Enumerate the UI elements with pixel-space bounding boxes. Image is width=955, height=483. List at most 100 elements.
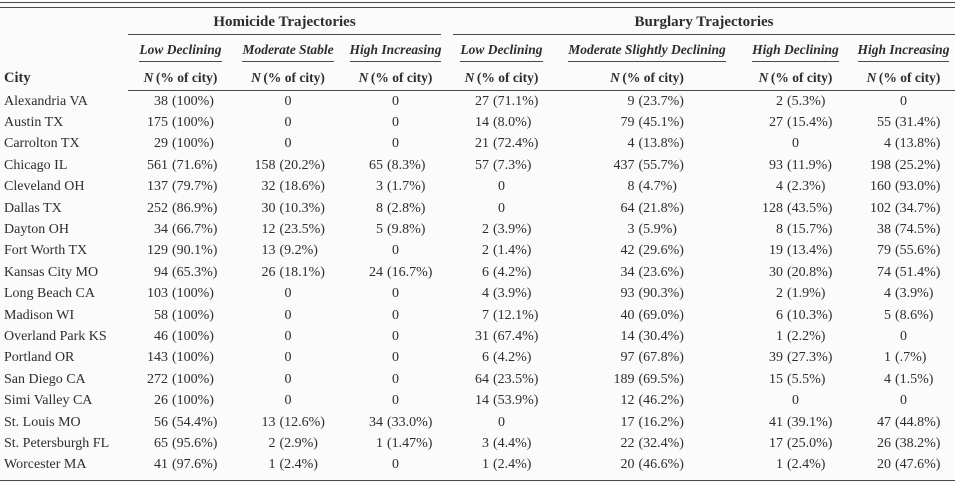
value-cell-homicide-moderate-stable: 0 — [284, 115, 292, 131]
col-burglary-high-increasing: High Increasing — [852, 35, 955, 62]
city-name: Fort Worth TX — [4, 243, 88, 259]
value-cell-burglary-high-declining: 93 (11.9%) — [769, 157, 832, 173]
value-cell-burglary-low-declining: 7 (12.1%) — [482, 307, 539, 323]
city-name: Madison WI — [4, 307, 75, 323]
city-name: Chicago IL — [4, 157, 68, 173]
value-cell-burglary-moderate-slightly-declining: 12 (46.2%) — [620, 393, 684, 409]
value-cell-burglary-high-declining: 17 (25.0%) — [769, 435, 833, 451]
value-cell-burglary-high-increasing: 160 (93.0%) — [870, 179, 941, 195]
value-cell-homicide-high-increasing: 65 (8.3%) — [369, 157, 426, 173]
value-cell-homicide-moderate-stable: 0 — [284, 136, 292, 152]
value-cell-homicide-high-increasing: 0 — [392, 286, 399, 302]
measure-header-row: City N (% of city) N (% of city) N (% of ci… — [0, 62, 955, 91]
city-name: Simi Valley CA — [4, 393, 93, 409]
value-cell-burglary-high-increasing: 4 (3.9%) — [884, 286, 934, 302]
value-cell-burglary-moderate-slightly-declining: 64 (21.8%) — [620, 200, 684, 216]
value-cell-homicide-moderate-stable: 12 (23.5%) — [261, 222, 325, 238]
value-cell-homicide-low-declining: 58 (100%) — [154, 307, 214, 323]
value-cell-homicide-moderate-stable: 13 (9.2%) — [261, 243, 318, 259]
value-cell-homicide-high-increasing: 0 — [392, 457, 399, 473]
value-cell-burglary-high-declining: 27 (15.4%) — [769, 115, 833, 131]
pct-suffix: (% of city) — [878, 70, 941, 85]
city-name: St. Petersburgh FL — [4, 435, 110, 451]
pct-suffix: (% of city) — [370, 70, 433, 85]
value-cell-homicide-high-increasing: 0 — [392, 93, 399, 109]
value-cell-homicide-moderate-stable: 0 — [284, 93, 292, 109]
col-burglary-high-declining: High Declining — [739, 35, 852, 62]
value-cell-homicide-low-declining: 56 (54.4%) — [154, 414, 218, 430]
value-cell-homicide-high-increasing: 24 (16.7%) — [369, 264, 433, 280]
value-cell-burglary-high-declining: 0 — [792, 393, 799, 409]
value-cell-homicide-moderate-stable: 0 — [284, 328, 292, 344]
value-cell-homicide-low-declining: 143 (100%) — [147, 350, 214, 366]
table-row: Cleveland OH 137 (79.7%) 32 (18.6%) 3 (1.7%) 0 8… — [0, 177, 955, 198]
value-cell-burglary-low-declining: 3 (4.4%) — [482, 435, 532, 451]
value-cell-homicide-low-declining: 94 (65.3%) — [154, 264, 218, 280]
value-cell-homicide-high-increasing: 0 — [392, 136, 399, 152]
table-row: Alexandria VA 38 (100%) 0 0 27 (71.1%) 9 (23.7%)… — [0, 91, 955, 112]
n-symbol: N — [758, 70, 769, 85]
value-cell-burglary-high-increasing: 1 (.7%) — [884, 350, 927, 366]
pct-suffix: (% of city) — [155, 70, 218, 85]
value-cell-burglary-high-declining: 1 (2.2%) — [776, 328, 826, 344]
city-column-header: City — [4, 70, 31, 86]
value-cell-homicide-high-increasing: 0 — [392, 393, 399, 409]
n-pct-header: N (% of city) — [852, 62, 955, 91]
value-cell-burglary-moderate-slightly-declining: 189 (69.5%) — [613, 371, 684, 387]
value-cell-homicide-moderate-stable: 0 — [284, 307, 292, 323]
n-symbol: N — [464, 70, 475, 85]
value-cell-homicide-high-increasing: 1 (1.47%) — [376, 435, 433, 451]
homicide-section-title: Homicide Trajectories — [213, 14, 356, 30]
value-cell-burglary-high-declining: 1 (2.4%) — [776, 457, 826, 473]
n-symbol: N — [358, 70, 369, 85]
table-row: Long Beach CA 103 (100%) 0 0 4 (3.9%) 93 (90.3%)… — [0, 284, 955, 305]
city-name: Cleveland OH — [4, 179, 85, 195]
city-name: St. Louis MO — [4, 414, 81, 430]
value-cell-burglary-high-increasing: 55 (31.4%) — [877, 115, 941, 131]
value-cell-burglary-moderate-slightly-declining: 9 (23.7%) — [627, 93, 684, 109]
value-cell-burglary-high-declining: 30 (20.8%) — [769, 264, 833, 280]
value-cell-burglary-high-increasing: 5 (8.6%) — [884, 307, 934, 323]
n-pct-header: N (% of city) — [343, 62, 448, 91]
value-cell-burglary-high-increasing: 0 — [900, 393, 907, 409]
value-cell-burglary-high-increasing: 198 (25.2%) — [870, 157, 941, 173]
value-cell-homicide-low-declining: 252 (86.9%) — [147, 200, 218, 216]
value-cell-burglary-moderate-slightly-declining: 42 (29.6%) — [620, 243, 684, 259]
table-row: Kansas City MO 94 (65.3%) 26 (18.1%) 24 (16.7%… — [0, 262, 955, 283]
table-row: Fort Worth TX 129 (90.1%) 13 (9.2%) 0 2 (1.4%) 4… — [0, 241, 955, 262]
table-row: San Diego CA 272 (100%) 0 0 64 (23.5%) 189 (69.5… — [0, 369, 955, 390]
value-cell-homicide-low-declining: 38 (100%) — [154, 93, 214, 109]
table-row: Dayton OH 34 (66.7%) 12 (23.5%) 5 (9.8%) 2 (3.9%… — [0, 219, 955, 240]
top-double-rule — [0, 2, 955, 8]
city-name: Carrolton TX — [4, 136, 80, 152]
value-cell-burglary-moderate-slightly-declining: 22 (32.4%) — [620, 435, 684, 451]
value-cell-burglary-low-declining: 21 (72.4%) — [475, 136, 539, 152]
value-cell-burglary-moderate-slightly-declining: 20 (46.6%) — [620, 457, 684, 473]
value-cell-burglary-low-declining: 4 (3.9%) — [482, 286, 532, 302]
pct-suffix: (% of city) — [622, 70, 684, 85]
city-name: Portland OR — [4, 350, 75, 366]
value-cell-burglary-high-increasing: 26 (38.2%) — [877, 435, 941, 451]
pct-suffix: (% of city) — [263, 70, 325, 85]
value-cell-homicide-low-declining: 272 (100%) — [147, 371, 214, 387]
city-name: Kansas City MO — [4, 264, 99, 280]
value-cell-homicide-high-increasing: 34 (33.0%) — [369, 414, 433, 430]
section-header-row: Homicide Trajectories Burglary Trajector… — [0, 8, 955, 35]
value-cell-homicide-high-increasing: 3 (1.7%) — [376, 179, 426, 195]
value-cell-homicide-high-increasing: 5 (9.8%) — [376, 222, 426, 238]
table-row: St. Petersburgh FL 65 (95.6%) 2 (2.9%) 1 (1.47… — [0, 433, 955, 454]
value-cell-burglary-moderate-slightly-declining: 4 (13.8%) — [627, 136, 684, 152]
value-cell-homicide-low-declining: 41 (97.6%) — [154, 457, 218, 473]
city-name: Dallas TX — [4, 200, 62, 216]
col-homicide-high-increasing: High Increasing — [343, 35, 448, 62]
value-cell-burglary-low-declining: 57 (7.3%) — [475, 157, 532, 173]
value-cell-burglary-moderate-slightly-declining: 8 (4.7%) — [627, 179, 677, 195]
value-cell-burglary-high-increasing: 4 (1.5%) — [884, 371, 934, 387]
table-row: Portland OR 143 (100%) 0 0 6 (4.2%) 97 (67.8%) 39… — [0, 348, 955, 369]
value-cell-homicide-moderate-stable: 32 (18.6%) — [261, 179, 325, 195]
n-pct-header: N (% of city) — [233, 62, 343, 91]
value-cell-burglary-low-declining: 6 (4.2%) — [482, 264, 532, 280]
value-cell-homicide-high-increasing: 0 — [392, 371, 399, 387]
value-cell-burglary-high-declining: 15 (5.5%) — [769, 371, 826, 387]
